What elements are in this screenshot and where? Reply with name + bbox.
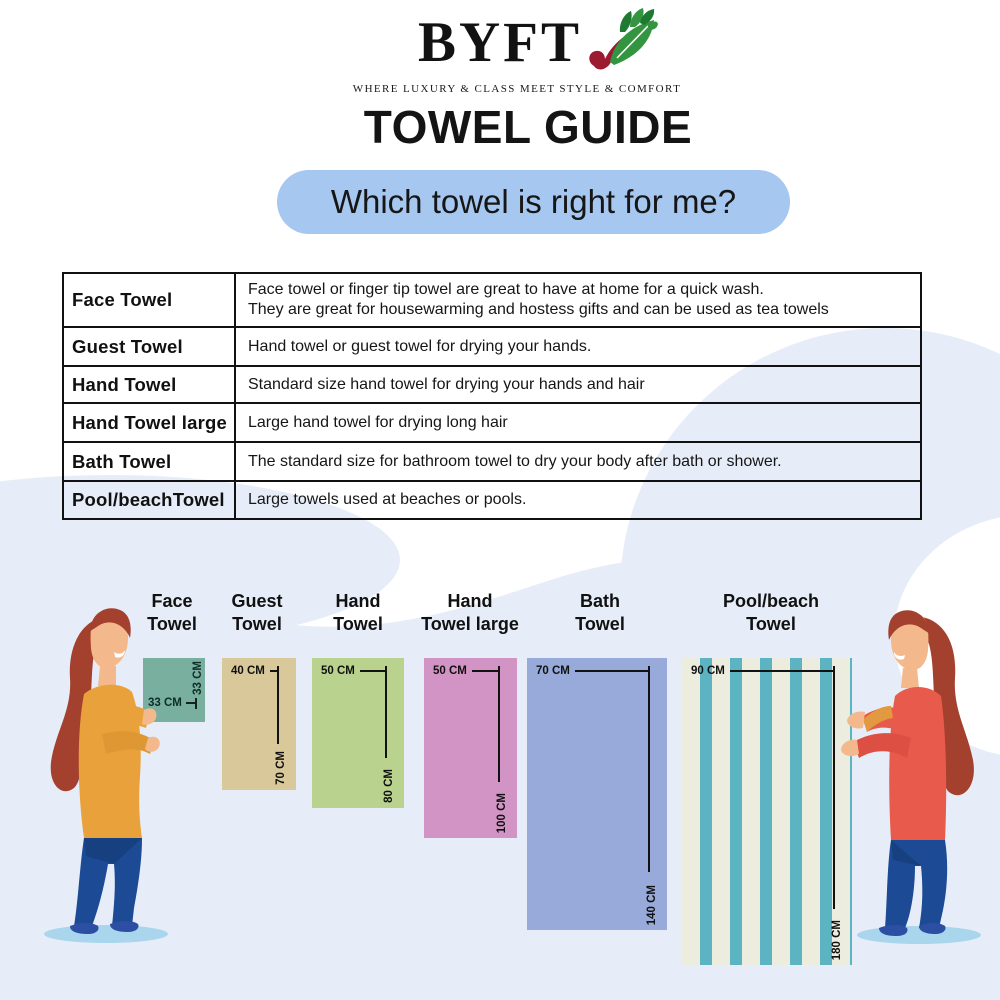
background-blob-table-left [0, 475, 400, 645]
width-dimension: 50 CM [321, 665, 387, 677]
width-dimension-line [185, 701, 197, 705]
width-dimension: 90 CM [691, 665, 835, 677]
width-dimension-line [269, 669, 279, 673]
hand-towel-width-label: 50 CM [321, 665, 355, 677]
leaf-branch-icon [589, 8, 659, 70]
person-right-illustration [841, 610, 981, 944]
question-banner: Which towel is right for me? [277, 170, 790, 234]
width-dimension-line [574, 669, 650, 673]
width-dimension: 33 CM [148, 697, 197, 709]
chart-label-face-towel: Face Towel [147, 591, 197, 634]
brand-logo-text: BYFT [417, 11, 583, 74]
hand-towel-height-label: 80 CM [383, 769, 395, 803]
table-row: Bath Towel The standard size for bathroo… [64, 441, 920, 480]
pool-towel-width-label: 90 CM [691, 665, 725, 677]
towel-swatch-pool-beach: 90 CM 180 CM [682, 658, 852, 965]
chart-label-hand-towel-large: Hand Towel large [421, 591, 519, 634]
towel-swatch-hand: 50 CM 80 CM [312, 658, 404, 808]
bath-towel-width-label: 70 CM [536, 665, 570, 677]
width-dimension-line [729, 669, 835, 673]
table-row: Pool/beachTowel Large towels used at bea… [64, 480, 920, 518]
person-left-illustration [44, 608, 168, 943]
towel-name-cell: Hand Towel large [64, 404, 236, 441]
description-line: Standard size hand towel for drying your… [248, 375, 645, 393]
chart-label-bath-towel: Bath Towel [575, 591, 625, 634]
table-row: Face Towel Face towel or finger tip towe… [64, 274, 920, 326]
description-line: They are great for housewarming and host… [248, 301, 829, 318]
height-dimension-line [497, 666, 500, 782]
question-banner-text: Which towel is right for me? [330, 183, 737, 220]
towel-swatch-face: 33 CM 33 CM [143, 658, 205, 722]
guest-towel-width-label: 40 CM [231, 665, 265, 677]
table-row: Hand Towel large Large hand towel for dr… [64, 402, 920, 441]
description-line: The standard size for bathroom towel to … [248, 452, 782, 470]
width-dimension: 70 CM [536, 665, 650, 677]
towel-guide-table: Face Towel Face towel or finger tip towe… [62, 272, 922, 520]
towel-name-cell: Bath Towel [64, 443, 236, 480]
chart-label-guest-towel: Guest Towel [231, 591, 283, 634]
brand-header: BYFT [38, 8, 1000, 78]
towel-description-cell: Face towel or finger tip towel are great… [236, 274, 920, 326]
towel-swatch-bath: 70 CM 140 CM [527, 658, 667, 930]
width-dimension: 50 CM [433, 665, 500, 677]
towel-description-cell: Large towels used at beaches or pools. [236, 482, 920, 518]
towel-swatch-hand-large: 50 CM 100 CM [424, 658, 517, 838]
towel-name-cell: Face Towel [64, 274, 236, 326]
page-title: TOWEL GUIDE [363, 101, 693, 153]
height-dimension-line [276, 666, 279, 744]
towel-description-cell: Hand towel or guest towel for drying you… [236, 328, 920, 365]
towel-name-cell: Hand Towel [64, 367, 236, 402]
description-line: Hand towel or guest towel for drying you… [248, 337, 592, 355]
hand-towel-large-height-label: 100 CM [496, 792, 508, 833]
table-row: Hand Towel Standard size hand towel for … [64, 365, 920, 402]
chart-label-pool-beach-towel: Pool/beach Towel [722, 591, 820, 634]
description-line: Large towels used at beaches or pools. [248, 491, 527, 508]
towel-description-cell: The standard size for bathroom towel to … [236, 443, 920, 480]
towel-swatch-guest: 40 CM 70 CM [222, 658, 296, 790]
towel-description-cell: Large hand towel for drying long hair [236, 404, 920, 441]
table-row: Guest Towel Hand towel or guest towel fo… [64, 326, 920, 365]
chart-label-hand-towel: Hand Towel [333, 591, 383, 634]
face-towel-width-label: 33 CM [148, 697, 182, 709]
width-dimension-line [471, 669, 500, 673]
towel-name-cell: Pool/beachTowel [64, 482, 236, 518]
face-towel-height-label: 33 CM [192, 661, 204, 695]
towel-description-cell: Standard size hand towel for drying your… [236, 367, 920, 402]
height-dimension-line [384, 666, 387, 758]
brand-tagline: WHERE LUXURY & CLASS MEET STYLE & COMFOR… [352, 83, 682, 95]
bath-towel-height-label: 140 CM [646, 884, 658, 925]
width-dimension-line [359, 669, 387, 673]
height-dimension-line [832, 666, 835, 909]
guest-towel-height-label: 70 CM [275, 751, 287, 785]
description-line: Face towel or finger tip towel are great… [248, 281, 764, 298]
hand-towel-large-width-label: 50 CM [433, 665, 467, 677]
width-dimension: 40 CM [231, 665, 279, 677]
height-dimension-line [647, 666, 650, 872]
description-line: Large hand towel for drying long hair [248, 413, 508, 431]
towel-name-cell: Guest Towel [64, 328, 236, 365]
